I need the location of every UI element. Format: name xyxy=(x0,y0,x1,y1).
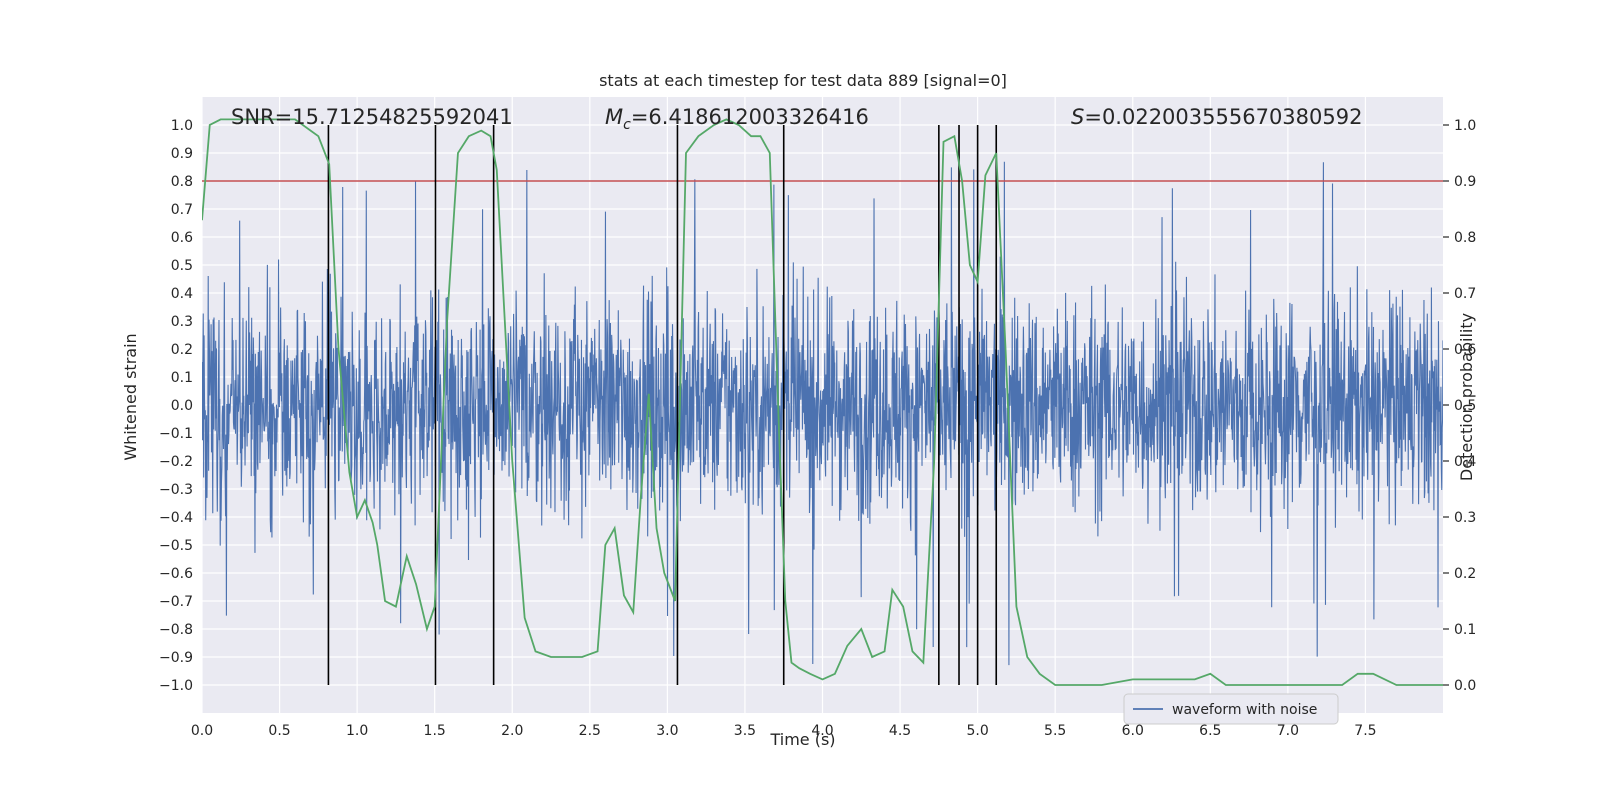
y2-tick-label: 0.0 xyxy=(1454,678,1476,694)
y-tick-label: −0.3 xyxy=(159,482,193,498)
y-tick-label: −0.4 xyxy=(159,510,193,526)
x-tick-label: 0.5 xyxy=(268,723,290,739)
y2-tick-label: 0.5 xyxy=(1454,398,1476,414)
x-tick-label: 6.0 xyxy=(1122,723,1144,739)
y2-axis-label: Detection probability xyxy=(1457,313,1476,481)
s-statistic-annotation: S=0.022003555670380592 xyxy=(1071,105,1362,129)
chirp-mass-annotation: Mc=6.418612003326416 xyxy=(605,105,869,133)
x-tick-label: 5.0 xyxy=(966,723,988,739)
y-tick-label: 0.3 xyxy=(171,314,193,330)
chirp-mass-value: =6.418612003326416 xyxy=(631,105,869,129)
vertical-markers xyxy=(327,125,998,685)
x-tick-label: 4.0 xyxy=(811,723,833,739)
y2-tick-label: 0.4 xyxy=(1454,454,1476,470)
x-tick-label: 7.0 xyxy=(1277,723,1299,739)
x-tick-label: 5.5 xyxy=(1044,723,1066,739)
x-tick-label: 2.0 xyxy=(501,723,523,739)
y-tick-label: 0.7 xyxy=(171,202,193,218)
y-tick-label: 0.0 xyxy=(171,398,193,414)
x-tick-label: 3.5 xyxy=(734,723,756,739)
y2-tick-label: 1.0 xyxy=(1454,118,1476,134)
chart-title: stats at each timestep for test data 889… xyxy=(599,71,1007,90)
y-tick-label: 0.6 xyxy=(171,230,193,246)
y-tick-label: 0.4 xyxy=(171,286,193,302)
y2-tick-label: 0.2 xyxy=(1454,566,1476,582)
x-tick-label: 3.0 xyxy=(656,723,678,739)
probability-line xyxy=(202,118,1443,686)
y-tick-label: −0.7 xyxy=(159,594,193,610)
y-tick-label: −0.8 xyxy=(159,622,193,638)
y-tick-label: 0.1 xyxy=(171,370,193,386)
x-axis-label: Time (s) xyxy=(769,730,835,749)
y-tick-label: 0.5 xyxy=(171,258,193,274)
y2-tick-label: 0.7 xyxy=(1454,286,1476,302)
waveform-series xyxy=(202,161,1443,666)
y-tick-label: 1.0 xyxy=(171,118,193,134)
s-statistic-symbol: S xyxy=(1071,105,1084,129)
x-tick-label: 0.0 xyxy=(191,723,213,739)
x-tick-label: 1.0 xyxy=(346,723,368,739)
y2-tick-label: 0.8 xyxy=(1454,230,1476,246)
s-statistic-value: =0.022003555670380592 xyxy=(1084,105,1362,129)
snr-annotation: SNR=15.71254825592041 xyxy=(231,105,513,129)
y-tick-label: 0.2 xyxy=(171,342,193,358)
waveform-line xyxy=(202,161,1443,666)
y-tick-label: −0.5 xyxy=(159,538,193,554)
y2-tick-label: 0.9 xyxy=(1454,174,1476,190)
legend-entry-waveform: waveform with noise xyxy=(1172,702,1317,718)
y-axis-label: Whitened strain xyxy=(121,333,140,460)
chirp-mass-symbol: M xyxy=(605,105,623,129)
x-tick-label: 2.5 xyxy=(579,723,601,739)
y-tick-label: −1.0 xyxy=(159,678,193,694)
y2-tick-label: 0.1 xyxy=(1454,622,1476,638)
y2-tick-label: 0.3 xyxy=(1454,510,1476,526)
y-tick-label: −0.6 xyxy=(159,566,193,582)
x-tick-label: 4.5 xyxy=(889,723,911,739)
x-tick-label: 6.5 xyxy=(1199,723,1221,739)
x-tick-label: 7.5 xyxy=(1354,723,1376,739)
y-tick-label: −0.1 xyxy=(159,426,193,442)
legend-box xyxy=(1123,693,1339,725)
y2-tick-label: 0.6 xyxy=(1454,342,1476,358)
y-tick-label: 0.8 xyxy=(171,174,193,190)
y-tick-label: −0.9 xyxy=(159,650,193,666)
y-tick-label: 0.9 xyxy=(171,146,193,162)
y-tick-label: −0.2 xyxy=(159,454,193,470)
legend: waveform with noise xyxy=(1123,693,1339,725)
x-tick-label: 1.5 xyxy=(424,723,446,739)
chirp-mass-subscript: c xyxy=(623,117,631,133)
